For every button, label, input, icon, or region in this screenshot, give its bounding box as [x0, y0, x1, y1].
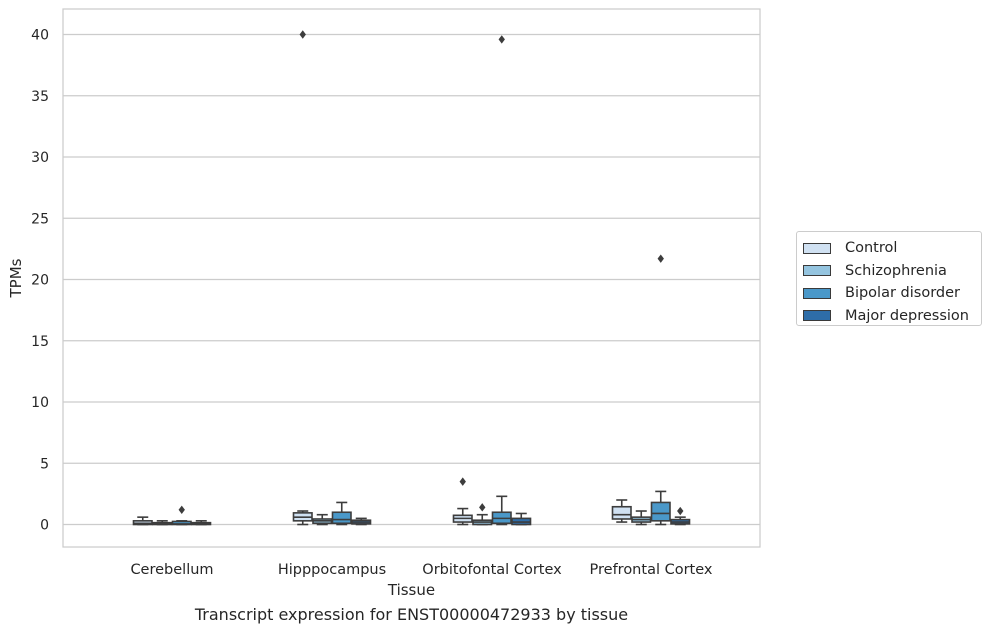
outlier-point — [178, 505, 185, 514]
y-tick-label: 25 — [31, 211, 49, 227]
x-tick-label: Prefrontal Cortex — [590, 562, 713, 578]
y-tick-label: 15 — [31, 334, 49, 350]
outlier-point — [459, 477, 466, 486]
box-schizophrenia — [152, 520, 173, 526]
y-tick-label: 20 — [31, 273, 49, 289]
box-major-depression — [191, 520, 212, 526]
x-tick-labels: Cerebellum Hipppocampus Orbitofontal Corte… — [130, 562, 712, 578]
legend-label-bipolar: Bipolar disorder — [845, 285, 960, 302]
legend-swatch-schizophrenia — [803, 265, 831, 277]
legend-item-control: Control — [803, 237, 981, 260]
legend-swatch-major-depression — [803, 310, 831, 322]
y-tick-label: 40 — [31, 28, 49, 44]
y-tick-labels: 0 5 10 15 20 25 30 35 40 — [31, 28, 49, 534]
box-major-depression — [351, 517, 372, 526]
box-bipolar-disorder — [650, 254, 671, 526]
box-control — [452, 477, 473, 526]
box-iqr — [331, 511, 352, 525]
box-control — [132, 516, 153, 526]
box-control — [611, 499, 632, 523]
plot-frame — [62, 8, 761, 548]
box-schizophrenia — [472, 503, 493, 526]
legend-item-schizophrenia: Schizophrenia — [803, 260, 981, 283]
legend-label-schizophrenia: Schizophrenia — [845, 262, 947, 279]
legend-item-bipolar: Bipolar disorder — [803, 282, 981, 305]
box-major-depression — [511, 512, 532, 526]
outlier-point — [498, 35, 505, 44]
legend-label-control: Control — [845, 240, 898, 257]
y-tick-label: 30 — [31, 150, 49, 166]
chart-caption: Transcript expression for ENST0000047293… — [194, 605, 629, 624]
legend: Control Schizophrenia Bipolar disorder M… — [796, 231, 982, 326]
y-tick-label: 0 — [40, 518, 49, 534]
box-iqr — [611, 505, 632, 520]
outlier-point — [299, 30, 306, 39]
x-tick-label: Cerebellum — [130, 562, 213, 578]
box-schizophrenia — [312, 513, 333, 526]
box-control — [292, 30, 313, 526]
y-tick-label: 35 — [31, 89, 49, 105]
y-tick-label: 10 — [31, 395, 49, 411]
outlier-point — [479, 503, 486, 512]
x-tick-label: Hipppocampus — [278, 562, 386, 578]
box-bipolar-disorder — [331, 501, 352, 526]
box-iqr — [650, 501, 671, 522]
outlier-point — [677, 506, 684, 516]
box-bipolar-disorder — [491, 35, 512, 526]
legend-swatch-bipolar — [803, 287, 831, 299]
x-axis-label: Tissue — [387, 581, 435, 599]
box-schizophrenia — [631, 510, 652, 526]
legend-swatch-control — [803, 242, 831, 254]
box-bipolar-disorder — [171, 505, 192, 526]
boxes — [132, 30, 691, 526]
gridlines — [63, 33, 760, 526]
legend-label-major-depression: Major depression — [845, 307, 969, 324]
y-axis-label: TPMs — [7, 258, 25, 298]
x-tick-label: Orbitofontal Cortex — [422, 562, 562, 578]
y-tick-label: 5 — [40, 456, 49, 472]
outlier-point — [657, 254, 664, 263]
box-major-depression — [670, 506, 691, 526]
legend-item-major-depression: Major depression — [803, 305, 981, 328]
